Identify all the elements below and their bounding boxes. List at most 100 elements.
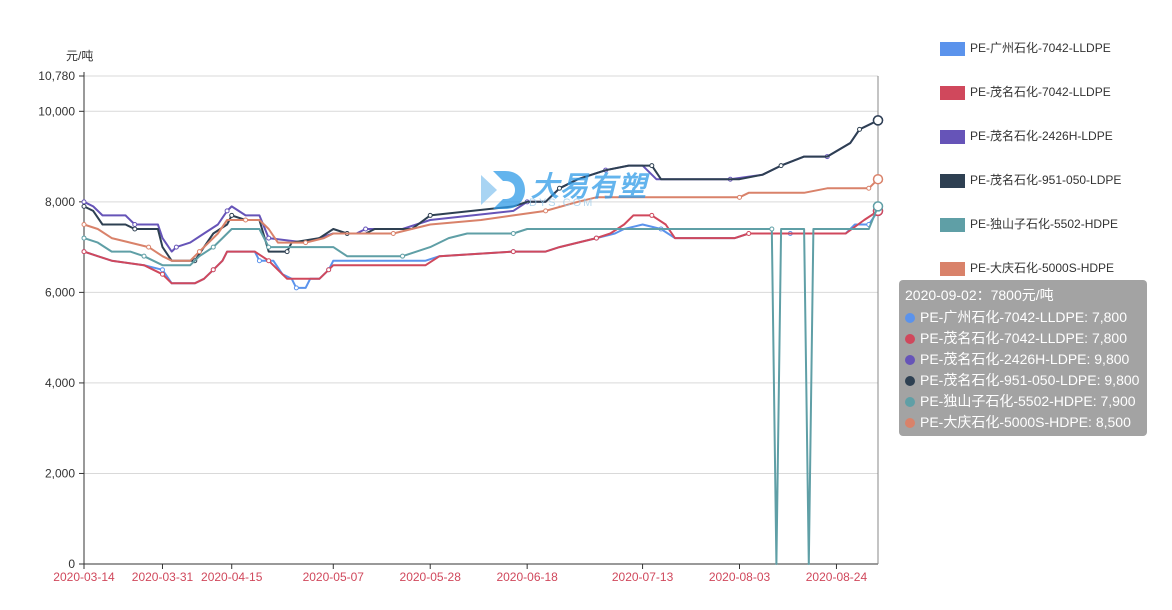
tooltip-row-text: PE-茂名石化-951-050-LDPE: 9,800 — [920, 372, 1140, 388]
legend-item[interactable]: PE-大庆石化-5000S-HDPE — [940, 258, 1160, 302]
tooltip-row: PE-茂名石化-7042-LLDPE: 7,800 — [905, 328, 1141, 349]
series-2-point — [81, 249, 87, 255]
legend-item[interactable]: PE-独山子石化-5502-HDPE — [940, 214, 1160, 258]
series-5-point — [769, 226, 775, 232]
chart-legend: PE-广州石化-7042-LLDPE PE-茂名石化-7042-LLDPE PE-茂… — [940, 38, 1160, 302]
series-4-point — [132, 226, 138, 232]
legend-swatch — [940, 130, 965, 144]
series-6-point — [243, 217, 249, 223]
tooltip-rows: PE-广州石化-7042-LLDPE: 7,800 PE-茂名石化-7042-LL… — [905, 307, 1141, 433]
tooltip-series-dot — [905, 333, 915, 344]
y-tick-label: 8,000 — [45, 195, 75, 209]
y-tick-label: 4,000 — [45, 376, 75, 390]
series-line-2 — [83, 210, 879, 285]
legend-item[interactable]: PE-茂名石化-7042-LLDPE — [940, 82, 1160, 126]
series-4-point — [649, 163, 655, 169]
legend-swatch — [940, 262, 965, 276]
legend-swatch — [940, 174, 965, 188]
tooltip-row: PE-茂名石化-951-050-LDPE: 9,800 — [905, 370, 1141, 391]
series-2-point — [593, 235, 599, 241]
series-6-point — [81, 221, 87, 227]
series-2-point — [510, 249, 516, 255]
legend-item[interactable]: PE-茂名石化-951-050-LDPE — [940, 170, 1160, 214]
series-6-point — [390, 231, 396, 237]
watermark-brand-text: 大易有塑 — [531, 171, 648, 202]
series-5-point — [210, 244, 216, 250]
series-3-point — [132, 221, 138, 227]
tooltip-row-text: PE-独山子石化-5502-HDPE: 7,900 — [920, 393, 1136, 409]
series-4-point — [778, 163, 784, 169]
series-3-point — [266, 235, 272, 241]
y-axis-unit-label: 元/吨 — [66, 49, 94, 63]
tooltip-row-text: PE-茂名石化-2426H-LDPE: 9,800 — [920, 351, 1130, 367]
x-tick-label: 2020-08-03 — [709, 570, 771, 584]
series-6-point — [543, 208, 549, 214]
tooltip-row: PE-茂名石化-2426H-LDPE: 9,800 — [905, 349, 1141, 370]
series-5-point — [510, 231, 516, 237]
series-line-5 — [83, 206, 879, 565]
legend-label: PE-茂名石化-7042-LLDPE — [970, 85, 1111, 99]
series-1-point — [256, 258, 262, 264]
series-1-point — [159, 267, 165, 273]
series-2-point — [326, 267, 332, 273]
x-tick-label: 2020-08-24 — [806, 570, 868, 584]
watermark-sub-text: DYS.COM — [529, 197, 595, 209]
series-5-point — [141, 253, 147, 259]
x-tick-label: 2020-05-28 — [400, 570, 462, 584]
tooltip-title: 2020-09-02：7800元/吨 — [905, 287, 1054, 303]
tooltip-row-text: PE-广州石化-7042-LLDPE: 7,800 — [920, 309, 1127, 325]
series-2-point — [266, 258, 272, 264]
x-tick-label: 2020-07-13 — [612, 570, 674, 584]
tooltip-series-dot — [905, 354, 915, 365]
series-6-point — [303, 240, 309, 246]
series-6-point — [737, 194, 743, 200]
legend-label: PE-大庆石化-5000S-HDPE — [970, 261, 1115, 275]
y-tick-label: 6,000 — [45, 285, 75, 299]
x-tick-label: 2020-04-15 — [201, 570, 263, 584]
series-1-point — [293, 285, 299, 291]
series-5-hover-point — [872, 201, 884, 212]
series-6-hover-point — [872, 173, 884, 185]
y-tick-label: 10,780 — [38, 69, 75, 83]
y-tick-label: 10,000 — [38, 104, 75, 118]
series-2-point — [649, 212, 655, 218]
series-4-point — [556, 185, 562, 191]
series-3-point — [363, 226, 369, 232]
series-6-point — [196, 249, 202, 255]
series-4-hover-point — [872, 115, 884, 126]
y-tick-label: 2,000 — [45, 466, 75, 480]
series-2-point — [159, 271, 165, 277]
tooltip-series-dot — [905, 417, 915, 428]
series-3-point — [173, 244, 179, 250]
x-tick-label: 2020-03-14 — [53, 570, 115, 584]
legend-label: PE-茂名石化-951-050-LDPE — [970, 173, 1122, 187]
legend-item[interactable]: PE-广州石化-7042-LLDPE — [940, 38, 1160, 82]
series-5-point — [81, 235, 87, 241]
series-5-point — [266, 244, 272, 250]
legend-swatch — [940, 42, 965, 56]
x-tick-label: 2020-06-18 — [496, 570, 558, 584]
series-4-point — [857, 126, 863, 132]
tooltip-series-dot — [905, 312, 915, 323]
tooltip-row-text: PE-大庆石化-5000S-HDPE: 8,500 — [920, 414, 1131, 430]
tooltip-series-dot — [905, 396, 915, 407]
tooltip-row: PE-大庆石化-5000S-HDPE: 8,500 — [905, 412, 1141, 433]
legend-label: PE-广州石化-7042-LLDPE — [970, 41, 1111, 55]
y-tick-label: 0 — [68, 557, 75, 571]
series-3-point — [224, 208, 230, 214]
series-5-point — [400, 253, 406, 259]
brand-logo-icon — [481, 171, 525, 209]
x-tick-label: 2020-05-07 — [303, 570, 365, 584]
chart-tooltip: 2020-09-02：7800元/吨 PE-广州石化-7042-LLDPE: 7… — [899, 280, 1147, 436]
tooltip-row-text: PE-茂名石化-7042-LLDPE: 7,800 — [920, 330, 1127, 346]
series-4-point — [427, 212, 433, 218]
legend-swatch — [940, 86, 965, 100]
series-2-point — [210, 267, 216, 273]
legend-label: PE-独山子石化-5502-HDPE — [970, 217, 1119, 231]
series-4-point — [284, 249, 290, 255]
series-line-6 — [83, 178, 879, 262]
legend-item[interactable]: PE-茂名石化-2426H-LDPE — [940, 126, 1160, 170]
series-2-point — [746, 231, 752, 237]
x-tick-label: 2020-03-31 — [132, 570, 194, 584]
